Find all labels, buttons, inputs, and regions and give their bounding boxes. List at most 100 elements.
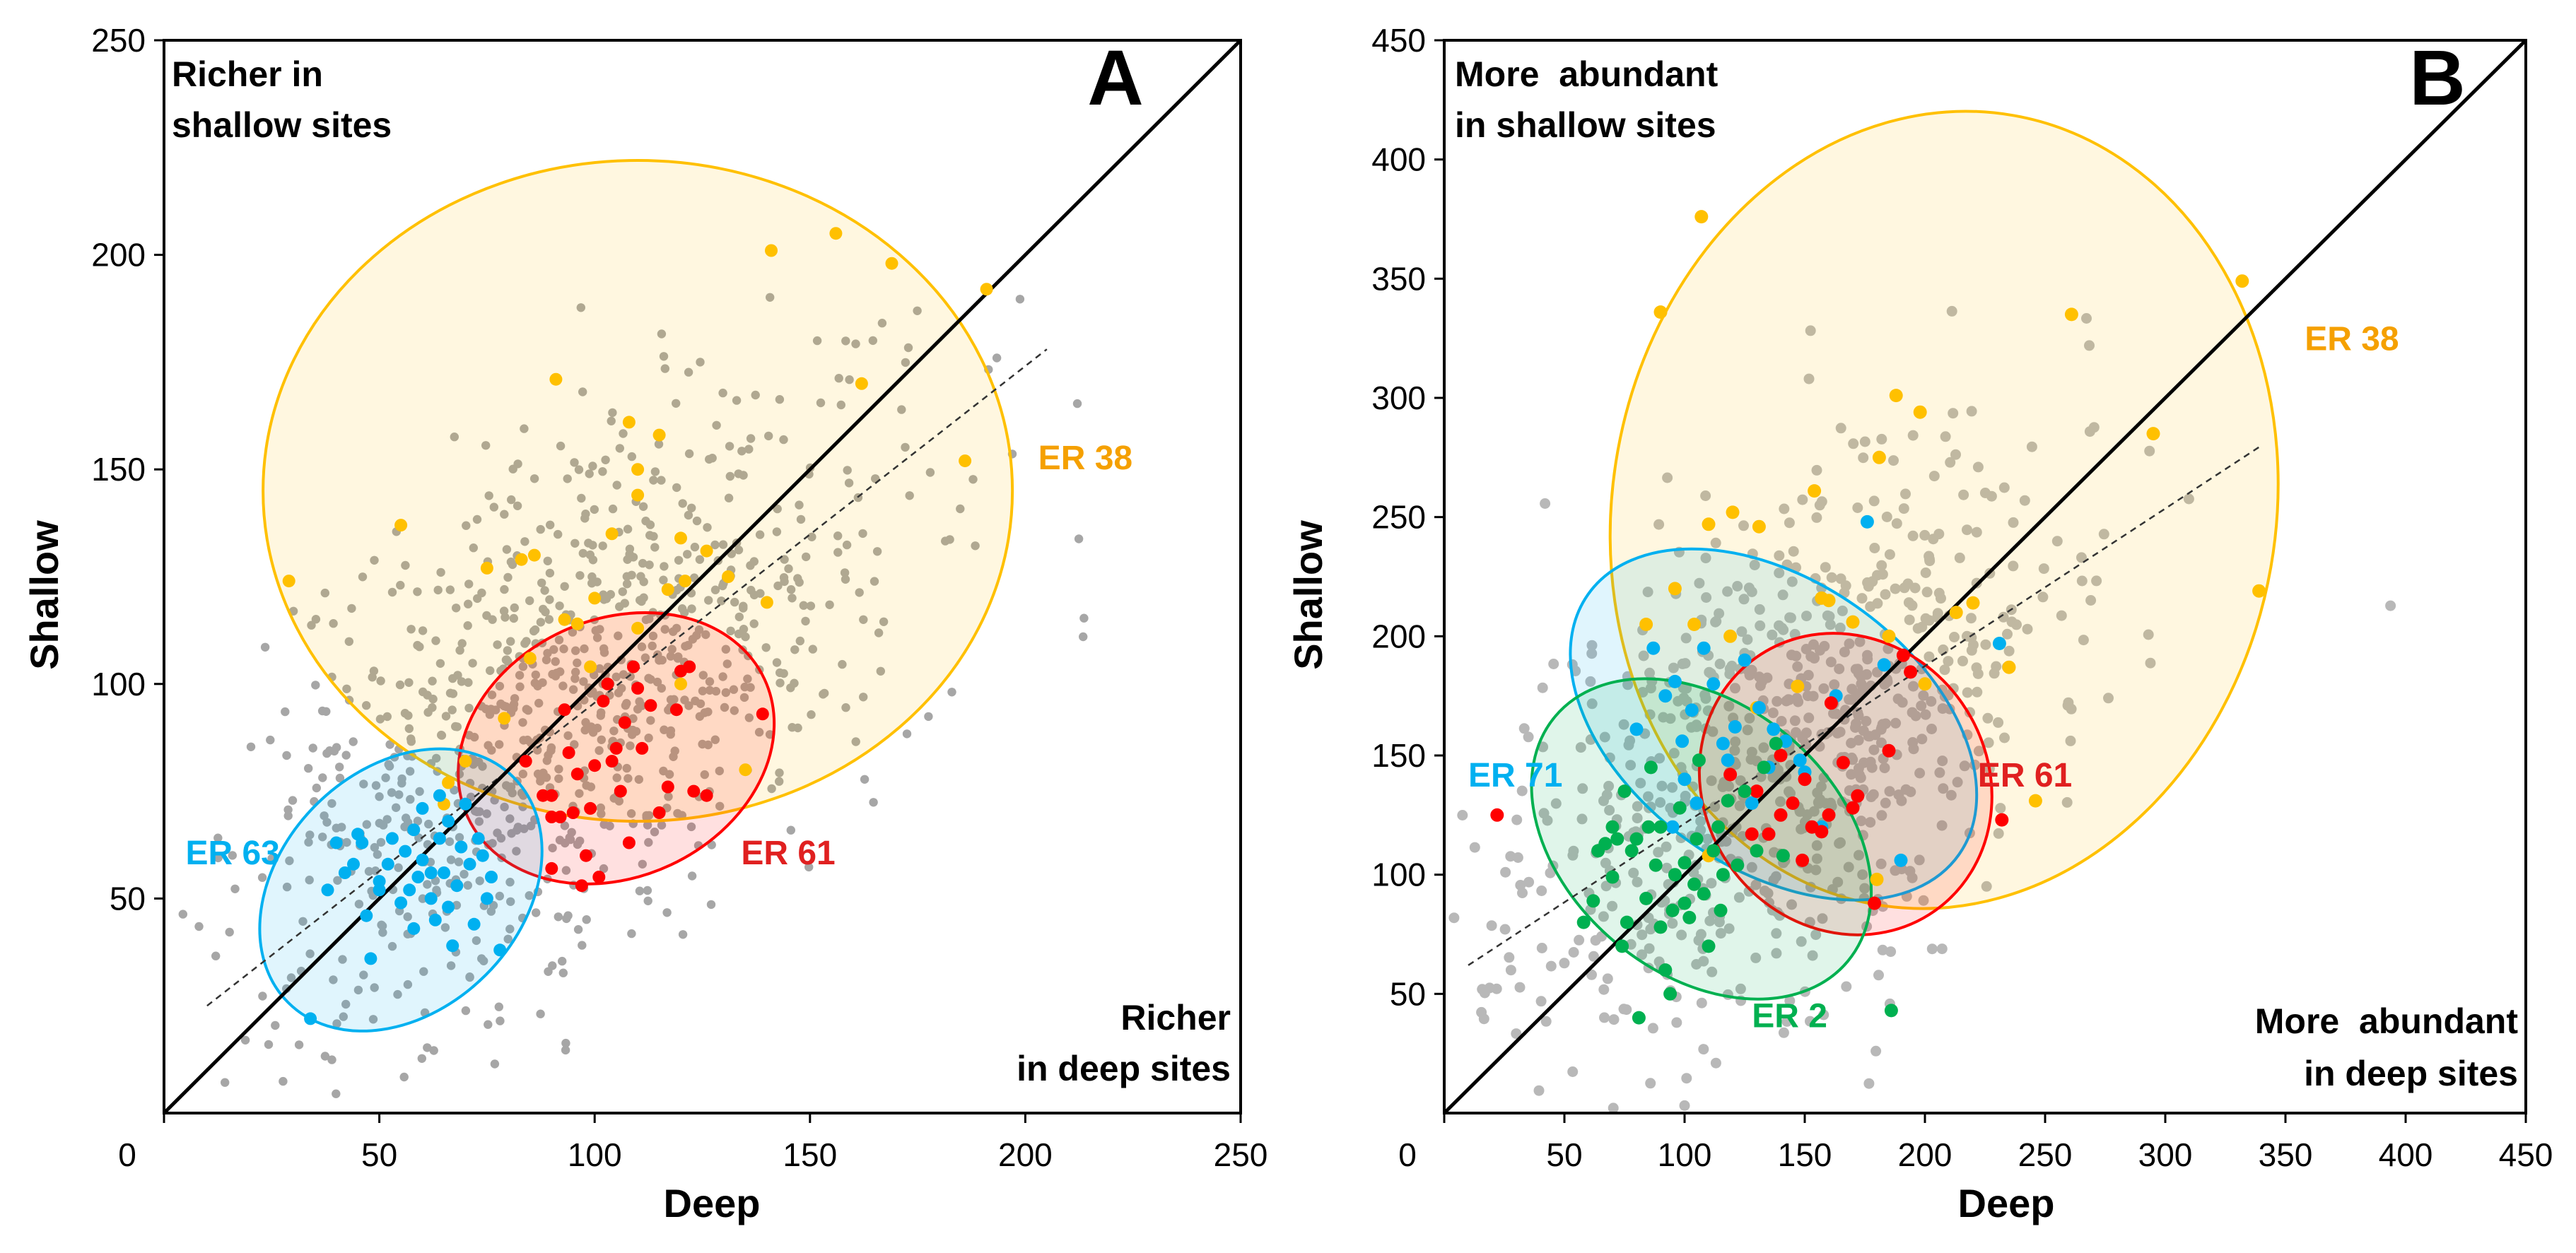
background-point bbox=[578, 941, 587, 950]
point-er-61 bbox=[597, 695, 610, 708]
background-point bbox=[387, 941, 397, 951]
background-point bbox=[375, 792, 384, 801]
background-point bbox=[1628, 867, 1639, 878]
background-point bbox=[228, 851, 237, 860]
background-point bbox=[793, 574, 802, 583]
background-point bbox=[556, 667, 565, 676]
background-point bbox=[329, 619, 338, 628]
background-point bbox=[428, 676, 437, 686]
background-point bbox=[571, 646, 580, 655]
point-er-63 bbox=[472, 832, 485, 845]
background-point bbox=[767, 784, 776, 794]
background-point bbox=[684, 640, 693, 650]
background-point bbox=[712, 420, 721, 430]
background-point bbox=[1457, 810, 1468, 820]
background-point bbox=[595, 746, 604, 755]
background-point bbox=[1598, 911, 1609, 922]
background-point bbox=[482, 809, 491, 818]
background-point bbox=[715, 766, 724, 776]
background-point bbox=[1567, 1066, 1579, 1077]
background-point bbox=[502, 655, 511, 664]
background-point bbox=[490, 1059, 500, 1069]
background-point bbox=[2078, 635, 2089, 646]
background-point bbox=[1771, 948, 1782, 959]
background-point bbox=[573, 925, 583, 934]
background-point bbox=[379, 820, 388, 830]
background-point bbox=[1805, 651, 1817, 662]
point-er-38 bbox=[674, 677, 687, 690]
background-point bbox=[558, 681, 568, 690]
background-point bbox=[2056, 610, 2067, 621]
background-point bbox=[344, 637, 353, 646]
background-point bbox=[1797, 733, 1808, 744]
point-er-38 bbox=[980, 283, 993, 296]
background-point bbox=[445, 837, 455, 847]
background-point bbox=[627, 929, 636, 939]
background-point bbox=[1995, 803, 2006, 814]
background-point bbox=[741, 632, 750, 642]
background-point bbox=[1516, 785, 1528, 796]
background-point bbox=[1834, 726, 1846, 738]
point-er-2 bbox=[1632, 1011, 1646, 1025]
background-point bbox=[540, 586, 549, 595]
plot-frame bbox=[1443, 39, 2527, 1114]
background-point bbox=[614, 796, 623, 806]
background-point bbox=[1971, 527, 1982, 538]
background-point bbox=[561, 866, 571, 875]
x-tick-label: 50 bbox=[361, 1136, 397, 1173]
point-er-63 bbox=[433, 832, 446, 845]
background-point bbox=[622, 763, 631, 773]
background-point bbox=[1818, 1009, 1829, 1020]
background-point bbox=[692, 630, 701, 640]
background-point bbox=[784, 564, 793, 573]
background-point bbox=[1784, 517, 1795, 529]
background-point bbox=[1746, 861, 1757, 873]
background-point bbox=[454, 857, 464, 866]
background-point bbox=[468, 659, 477, 668]
background-point bbox=[339, 1012, 348, 1021]
point-er-71 bbox=[1716, 736, 1730, 751]
background-point bbox=[1875, 858, 1887, 869]
background-point bbox=[266, 735, 275, 745]
background-point bbox=[1835, 573, 1846, 584]
background-point bbox=[673, 808, 682, 818]
background-point bbox=[1667, 918, 1678, 929]
background-point bbox=[725, 442, 734, 451]
background-point bbox=[364, 866, 374, 876]
background-point bbox=[318, 773, 327, 782]
point-er-63 bbox=[304, 1012, 317, 1025]
background-point bbox=[598, 541, 607, 551]
background-point bbox=[342, 684, 351, 693]
background-point bbox=[463, 881, 472, 890]
background-point bbox=[836, 400, 846, 410]
background-point bbox=[609, 726, 619, 736]
background-point bbox=[751, 390, 760, 400]
background-point bbox=[1665, 803, 1676, 813]
point-er-71 bbox=[1877, 658, 1891, 672]
background-point bbox=[684, 510, 693, 520]
background-point bbox=[362, 820, 371, 829]
background-point bbox=[645, 560, 654, 570]
x-tick-label: 300 bbox=[2138, 1136, 2193, 1173]
background-point bbox=[1491, 983, 1502, 994]
panel-b-chart: 0 50 100 150 200 250 300 350 400 450 50 100 150 200 25… bbox=[1286, 22, 2553, 1225]
point-er-2 bbox=[1615, 939, 1629, 953]
background-point bbox=[1885, 946, 1897, 958]
point-er-61 bbox=[584, 801, 597, 815]
background-point bbox=[775, 777, 784, 786]
point-er-71 bbox=[1685, 703, 1699, 717]
background-point bbox=[494, 1002, 503, 1011]
background-point bbox=[329, 975, 338, 984]
background-point bbox=[415, 787, 424, 796]
background-point bbox=[489, 502, 498, 512]
background-point bbox=[1778, 1027, 1789, 1038]
background-point bbox=[1926, 943, 1938, 955]
point-er-38 bbox=[2002, 660, 2016, 674]
background-point bbox=[1877, 569, 1888, 580]
background-point bbox=[1476, 1006, 1487, 1018]
point-er-63 bbox=[459, 797, 472, 811]
background-point bbox=[1993, 717, 2004, 728]
background-point bbox=[502, 545, 512, 554]
background-point bbox=[1851, 718, 1861, 729]
point-er-71 bbox=[1752, 701, 1766, 714]
